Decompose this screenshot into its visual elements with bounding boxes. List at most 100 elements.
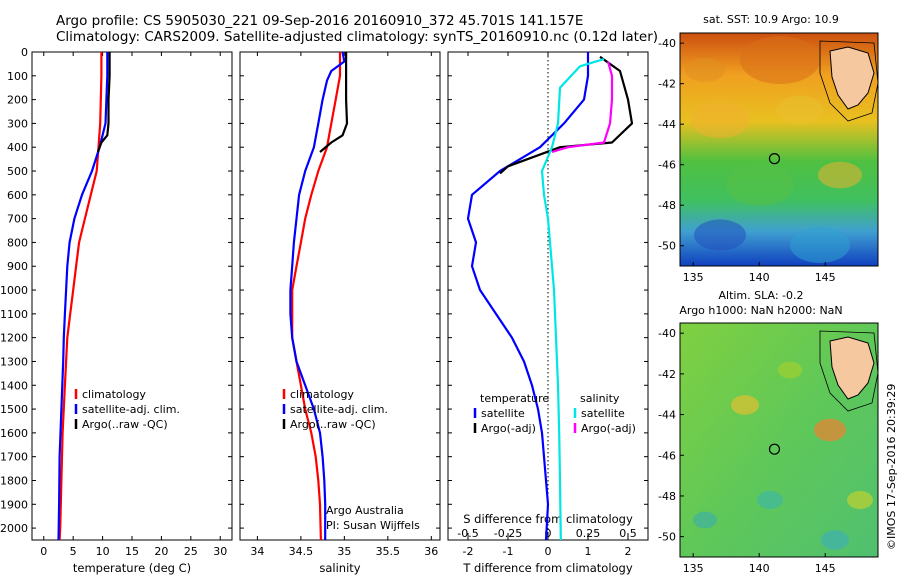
xtick-label: 36 [424, 545, 438, 558]
depth-tick-label: 500 [7, 165, 28, 178]
xtick-top-label: 0 [545, 527, 552, 540]
xtick-label: 0 [40, 545, 47, 558]
figure-title-line2: Climatology: CARS2009. Satellite-adjuste… [56, 29, 659, 45]
map-texture [778, 361, 802, 379]
map-texture [731, 395, 759, 415]
depth-tick-label: 1300 [0, 355, 28, 368]
map-xtick-label: 140 [749, 271, 770, 284]
timestamp: ©IMOS 17-Sep-2016 20:39:29 [885, 383, 898, 550]
series-line-difference-1 [499, 55, 634, 175]
bathymetry-contour [819, 330, 879, 412]
map-title-line1: Altim. SLA: -0.2 [718, 289, 803, 302]
map-ytick-label: -40 [658, 37, 676, 50]
depth-tick-label: 1900 [0, 498, 28, 511]
xtick-label: 2 [625, 545, 632, 558]
depth-tick-label: 200 [7, 94, 28, 107]
map-frame [679, 322, 879, 558]
map-texture [693, 511, 717, 529]
xtick-label: 5 [70, 545, 77, 558]
xtick-label: 30 [213, 545, 227, 558]
legend-item: Argo(-adj) [581, 422, 636, 435]
xtick-label: 34 [250, 545, 264, 558]
legend-item: satellite [581, 407, 625, 420]
xtick-label: 1 [585, 545, 592, 558]
map-texture [776, 95, 824, 125]
xtick-label: 15 [125, 545, 139, 558]
xtick-label: 25 [184, 545, 198, 558]
legend-item: satellite-adj. clim. [290, 403, 388, 416]
map-ytick-label: -50 [658, 531, 676, 544]
legend-title-salinity: salinity [580, 392, 620, 405]
depth-tick-label: 100 [7, 70, 28, 83]
xtick-top-label: -0.5 [457, 527, 478, 540]
map-texture [790, 227, 850, 263]
map-texture [690, 102, 750, 138]
map-xtick-label: 145 [815, 271, 836, 284]
depth-tick-label: 800 [7, 236, 28, 249]
map-texture [818, 161, 862, 189]
map-ytick-label: -42 [658, 368, 676, 381]
map-ytick-label: -40 [658, 327, 676, 340]
depth-tick-label: 1600 [0, 427, 28, 440]
legend-item: Argo(..raw -QC) [82, 418, 168, 431]
xtick-label: 10 [96, 545, 110, 558]
series-line-temperature-2 [96, 52, 111, 153]
depth-tick-label: 1000 [0, 284, 28, 297]
map-title: sat. SST: 10.9 Argo: 10.9 [703, 13, 839, 26]
map-title-line2: Argo h1000: NaN h2000: NaN [679, 304, 842, 317]
xaxis-label: salinity [319, 561, 360, 575]
series-line-difference-3 [551, 61, 614, 154]
xtick-label: 34.5 [289, 545, 314, 558]
map-xtick-label: 135 [683, 562, 704, 575]
legend-item: climatology [82, 388, 146, 401]
map-ytick-label: -46 [658, 159, 676, 172]
xtick-top-label: 0.5 [619, 527, 637, 540]
xtick-top-label: -0.25 [494, 527, 522, 540]
annotation-text: Argo Australia [326, 504, 404, 517]
argo-position-marker [768, 153, 781, 165]
map-ytick-label: -50 [658, 240, 676, 253]
figure-title-line1: Argo profile: CS 5905030_221 09-Sep-2016… [56, 13, 584, 29]
xtick-label: 0 [545, 545, 552, 558]
tasmania-land [829, 336, 875, 400]
series-line-salinity-2 [319, 52, 349, 153]
map-ytick-label: -44 [658, 409, 676, 422]
series-line-temperature-1 [57, 52, 109, 541]
depth-tick-label: 600 [7, 189, 28, 202]
xtick-label: 20 [154, 545, 168, 558]
series-line-salinity-1 [289, 51, 346, 540]
plot-frame-salinity [239, 51, 441, 541]
xaxis-label: temperature (deg C) [73, 561, 191, 575]
depth-tick-label: 1100 [0, 308, 28, 321]
depth-tick-label: 2000 [0, 522, 28, 535]
map-texture [757, 490, 783, 510]
map-texture [821, 530, 849, 550]
map-ytick-label: -44 [658, 118, 676, 131]
depth-tick-label: 400 [7, 141, 28, 154]
depth-tick-label: 1700 [0, 451, 28, 464]
depth-tick-label: 1800 [0, 474, 28, 487]
xtick-label: 35 [337, 545, 351, 558]
depth-tick-label: 1400 [0, 379, 28, 392]
map-texture [740, 36, 820, 84]
legend-item: Argo(..raw -QC) [290, 418, 376, 431]
xtick-label: -1 [503, 545, 514, 558]
tasmania-land [829, 46, 875, 110]
depth-tick-label: 300 [7, 117, 28, 130]
xtick-label: -2 [463, 545, 474, 558]
map-xtick-label: 145 [815, 562, 836, 575]
legend-title-temperature: temperature [480, 392, 549, 405]
map-texture [847, 490, 873, 510]
map-ytick-label: -42 [658, 78, 676, 91]
argo-position-marker [768, 443, 781, 455]
legend-item: Argo(-adj) [481, 422, 536, 435]
map-texture [726, 164, 794, 206]
bathymetry-contour [819, 40, 879, 122]
depth-tick-label: 1500 [0, 403, 28, 416]
depth-tick-label: 1200 [0, 332, 28, 345]
series-line-difference-2 [540, 58, 605, 541]
annotation-text: PI: Susan Wijffels [326, 519, 420, 532]
map-texture [814, 418, 846, 442]
